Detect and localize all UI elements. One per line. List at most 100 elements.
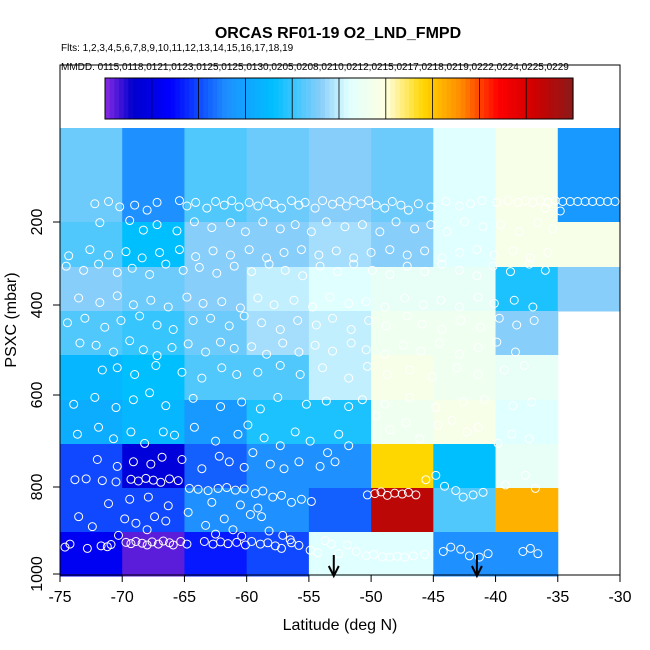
observation-point (555, 206, 565, 216)
x-tick-label: -40 (484, 589, 507, 606)
heatmap-cell (60, 222, 123, 268)
observation-point (451, 486, 461, 496)
observation-point (131, 518, 141, 528)
observation-point (294, 457, 304, 467)
observation-point (371, 411, 381, 421)
observation-point (262, 253, 272, 263)
observation-point (253, 503, 263, 513)
observation-point (189, 217, 199, 227)
colorbar-segment (456, 78, 462, 119)
heatmap-cell (308, 128, 372, 223)
colorbar-segment (530, 78, 537, 119)
colorbar-segment (465, 78, 471, 119)
colorbar-segment (413, 78, 420, 119)
observation-point (199, 536, 209, 546)
observation-point (104, 250, 114, 260)
observation-point (335, 197, 345, 206)
observation-point (367, 265, 377, 275)
colorbar-segment (151, 78, 158, 119)
heatmap-cell (495, 532, 559, 577)
heatmap-cell (184, 128, 248, 223)
colorbar-segment (114, 78, 120, 119)
heatmap-cell (184, 267, 248, 312)
observation-point (211, 436, 221, 446)
observation-point (137, 538, 147, 548)
heatmap-cell (122, 400, 185, 445)
colorbar-segment (390, 78, 396, 119)
observation-point (277, 203, 287, 213)
observation-point (294, 347, 304, 357)
observation-point (400, 552, 410, 562)
observation-point (206, 313, 216, 323)
observation-point (418, 300, 428, 310)
observation-point (111, 477, 121, 487)
observation-point (334, 429, 344, 439)
observation-point (146, 459, 156, 469)
observation-point (219, 200, 229, 210)
heatmap-cell (246, 400, 310, 445)
observation-point (244, 245, 254, 255)
heatmap-cell (433, 400, 497, 445)
observation-point (405, 392, 415, 402)
observation-point (165, 474, 175, 484)
x-axis-label: Latitude (deg N) (283, 617, 398, 634)
observation-point (61, 261, 71, 271)
observation-point (396, 200, 406, 210)
observation-point (182, 201, 192, 211)
colorbar-segment (142, 78, 148, 119)
x-tick-label: -35 (546, 589, 569, 606)
observation-point (361, 345, 371, 355)
observation-point (64, 251, 74, 261)
observation-point (524, 259, 534, 269)
heatmap-cells (60, 128, 621, 577)
observation-point (387, 197, 397, 206)
colorbar-segment (119, 78, 125, 119)
observation-point (97, 365, 107, 375)
observation-point (112, 291, 122, 301)
observation-point (543, 247, 553, 257)
observation-point (152, 351, 162, 361)
observation-point (499, 365, 509, 375)
colorbar-segment (184, 78, 190, 119)
observation-point (473, 343, 483, 352)
observation-point (503, 196, 513, 206)
observation-point (280, 265, 290, 275)
observation-point (258, 217, 268, 227)
colorbar-segment (226, 78, 232, 119)
observation-point (397, 489, 407, 499)
observation-point (405, 365, 415, 375)
observation-point (177, 455, 187, 464)
observation-point (344, 373, 354, 383)
observation-point (474, 552, 484, 562)
colorbar-segment (563, 78, 569, 119)
observation-point (483, 549, 493, 559)
observation-point (344, 402, 354, 412)
observation-point (300, 197, 310, 207)
observation-point (128, 457, 138, 467)
observation-point (140, 438, 150, 448)
observation-point (183, 507, 193, 517)
observation-point (158, 536, 168, 546)
observation-point (447, 415, 457, 425)
colorbar-segment (437, 78, 443, 119)
observation-point (508, 401, 518, 411)
observation-point (318, 363, 328, 373)
colorbar-segment (376, 78, 382, 119)
observation-point (391, 217, 401, 227)
colorbar-segment (568, 78, 574, 119)
observation-point (403, 205, 413, 215)
observation-point (458, 492, 468, 502)
observation-point (172, 226, 182, 236)
heatmap-cell (184, 355, 248, 401)
observation-point (431, 470, 441, 480)
observation-point (189, 422, 199, 432)
observation-point (253, 293, 263, 303)
heatmap-cell (308, 222, 372, 268)
arrow-marker (327, 555, 340, 579)
colorbar-segment (493, 78, 499, 119)
observation-point (87, 522, 97, 532)
colorbar-segment (207, 78, 214, 119)
observation-point (130, 370, 140, 379)
heatmap-cell (495, 355, 559, 401)
